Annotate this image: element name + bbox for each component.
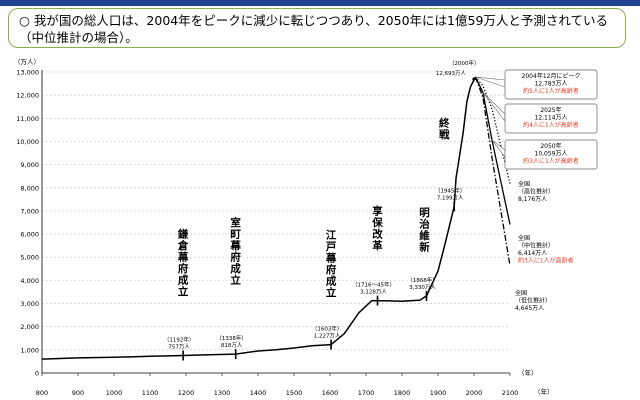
callout-box-y2050 xyxy=(504,139,598,170)
y-tick-label: 8,000 xyxy=(20,184,39,192)
callout-text-peak: 2004年12月にピーク xyxy=(522,72,581,80)
end-label-mid: （中位推計） xyxy=(518,242,554,250)
y-tick-label: 3,000 xyxy=(20,300,39,308)
tick-labels: 0 1,000 2,000 3,000 4,000 5,000 6,000 7,000 8,00… xyxy=(14,58,554,397)
label-value-kyoho: 3,128万人 xyxy=(360,289,387,296)
x-tick-label: 1500 xyxy=(286,389,303,397)
callout-text-y2025: 2025年 xyxy=(540,106,561,114)
y-tick-label: 12,000 xyxy=(16,92,39,100)
vertical-label-muromachi: 室町幕府成立 xyxy=(229,216,241,287)
x-tick-label: 2000 xyxy=(466,389,483,397)
label-year-kyoho: （1716～45年） xyxy=(352,281,395,289)
x-tick-label: 1700 xyxy=(358,389,375,397)
end-label-high: 全国 xyxy=(518,180,530,188)
x-tick-label: 1600 xyxy=(322,389,339,397)
x-tick-label: 1200 xyxy=(178,389,195,397)
label-value-kamakura: 757万人 xyxy=(168,343,190,350)
headline-text-2: （中位推計の場合）。 xyxy=(19,30,138,45)
callout-red-y2025: 約4人に1人が高齢者 xyxy=(523,121,579,129)
end-label-red-mid: 約3人に1人が高齢者 xyxy=(518,257,574,265)
x-tick-label: 1800 xyxy=(394,389,411,397)
point-2000 xyxy=(472,77,476,81)
callout-text-y2025: 12,114万人 xyxy=(535,115,568,122)
x-tick-label: 1100 xyxy=(142,389,159,397)
y-tick-label: 0 xyxy=(35,370,39,378)
headline-line-1: ○ 我が国の総人口は、2004年をピークに減少に転じつつあり、2050年には1億5… xyxy=(19,12,617,29)
x-tick-label: 1900 xyxy=(430,389,447,397)
label-year-muromachi: （1338年） xyxy=(216,334,247,342)
label-value-shusen: 7,199万人 xyxy=(437,194,464,201)
y-tick-label: 4,000 xyxy=(20,277,39,285)
axes xyxy=(41,70,511,376)
headline-text-1: 我が国の総人口は、2004年をピークに減少に転じつつあり、2050年には1億59… xyxy=(33,13,609,28)
grid-lines xyxy=(42,71,510,351)
label-year-kamakura: （1192年） xyxy=(164,335,195,343)
label-value-muromachi: 818万人 xyxy=(221,342,243,349)
x-tick-label: 900 xyxy=(72,389,84,397)
end-label-mid: 全国 xyxy=(518,234,530,242)
callout-red-peak: 約5人に1人が高齢者 xyxy=(523,87,579,95)
annotations: （1192年）757万人 鎌倉幕府成立 （1338年）818万人 室町幕府成立 （160… xyxy=(164,59,480,361)
end-label-high: （高位推計） xyxy=(518,188,554,196)
y-tick-label: 11,000 xyxy=(16,115,39,123)
x-tick-label: 1400 xyxy=(250,389,267,397)
end-label-low: （低位推計） xyxy=(515,297,551,305)
y-tick-label: 13,000 xyxy=(16,69,39,77)
x-tick-label: 2100 xyxy=(502,389,519,397)
bullet-icon: ○ xyxy=(19,13,30,28)
end-label-low: 4,645万人 xyxy=(515,305,544,312)
x-unit-label-bottom: （年） xyxy=(534,387,554,396)
callout-box-y2025 xyxy=(504,103,598,134)
callout-text-y2050: 10,059万人 xyxy=(535,151,568,158)
y-tick-label: 5,000 xyxy=(20,254,39,262)
top-banner xyxy=(0,0,640,6)
callout-text-peak: 12,783万人 xyxy=(535,81,568,88)
vertical-label-meiji: 明治維新 xyxy=(419,207,430,254)
series-lines xyxy=(41,76,511,360)
y-unit-label: （万人） xyxy=(14,58,40,66)
callout-text-y2050: 2050年 xyxy=(540,142,561,150)
vertical-label-kyoho: 享保改革 xyxy=(371,205,383,253)
y-tick-label: 9,000 xyxy=(20,161,39,169)
end-label-low: 全国 xyxy=(515,289,527,297)
x-tick-label: 800 xyxy=(36,389,48,397)
label-value-2000: 12,693万人 xyxy=(436,70,467,77)
label-year-meiji: （1868年） xyxy=(407,276,438,284)
vertical-label-shusen: 終戦 xyxy=(439,116,450,141)
x-tick-label: 1300 xyxy=(214,389,231,397)
end-label-mid: 6,414万人 xyxy=(518,250,547,257)
x-unit-label: （年） xyxy=(518,368,538,377)
label-year-edo: （1603年） xyxy=(312,325,343,333)
label-value-edo: 1,227万人 xyxy=(314,333,341,340)
vertical-label-edo: 江戸幕府成立 xyxy=(325,229,337,299)
label-year-2000: （2000年） xyxy=(449,59,480,67)
y-tick-label: 7,000 xyxy=(20,207,39,215)
headline-box: ○ 我が国の総人口は、2004年をピークに減少に転じつつあり、2050年には1億5… xyxy=(8,8,626,48)
callout-red-y2050: 約3人に1人が高齢者 xyxy=(523,157,579,165)
x-tick-label: 1000 xyxy=(106,389,123,397)
y-tick-label: 6,000 xyxy=(20,231,39,239)
end-label-high: 8,176万人 xyxy=(518,196,547,203)
y-tick-label: 2,000 xyxy=(20,323,39,331)
series-line-solid xyxy=(41,76,477,360)
series-line-solid xyxy=(474,76,511,225)
label-year-shusen: （1945年） xyxy=(435,186,466,194)
y-tick-label: 10,000 xyxy=(16,138,39,146)
callout-box-peak xyxy=(504,69,598,100)
vertical-label-kamakura: 鎌倉幕府成立 xyxy=(177,227,189,298)
y-tick-label: 1,000 xyxy=(20,346,39,354)
label-value-meiji: 3,330万人 xyxy=(409,284,436,291)
